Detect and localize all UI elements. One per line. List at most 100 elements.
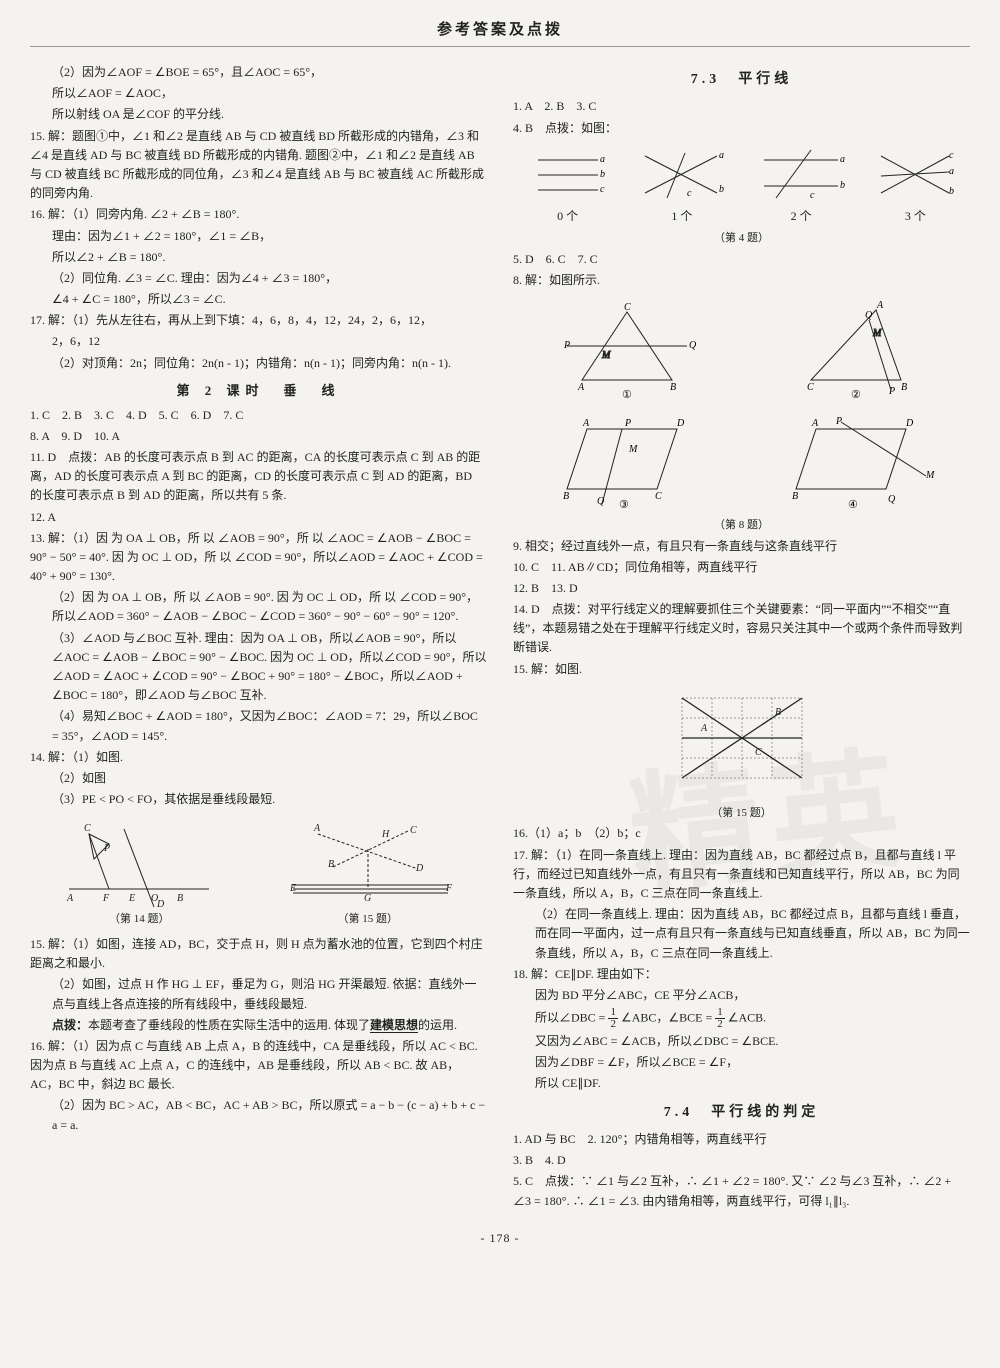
q16b-a: 16. 解：（1）因为点 C 与直线 AB 上点 A，B 的连线中，CA 是垂线… bbox=[30, 1037, 487, 1095]
svg-text:G: G bbox=[364, 893, 371, 904]
svg-text:C: C bbox=[410, 825, 417, 836]
q18b: 因为 BD 平分∠ABC，CE 平分∠ACB， bbox=[513, 986, 970, 1005]
svg-text:P: P bbox=[888, 386, 895, 397]
label: 2 个 bbox=[756, 207, 846, 226]
svg-text:a: a bbox=[949, 166, 954, 177]
q17a: 17. 解：（1）在同一条直线上. 理由：因为直线 AB，BC 都经过点 B，且… bbox=[513, 846, 970, 904]
svg-text:P: P bbox=[563, 340, 570, 351]
figure-caption: （第 8 题） bbox=[513, 517, 970, 535]
triangle-1-icon: M C P Q A B ① bbox=[552, 300, 702, 400]
svg-text:Q: Q bbox=[689, 340, 697, 351]
parallel-lines-1-icon: abc bbox=[637, 148, 727, 203]
q15b-c: 点拨：点拨：本题考查了垂线段的性质在实际生活中的运用. 体现了建模思想的运用.本… bbox=[30, 1016, 487, 1035]
svg-text:Q: Q bbox=[888, 494, 896, 505]
figure-caption: （第 15 题） bbox=[513, 805, 970, 823]
answer-row: 8. A 9. D 10. A bbox=[30, 427, 487, 446]
svg-text:b: b bbox=[949, 186, 954, 197]
svg-text:A: A bbox=[700, 723, 708, 734]
section-title-74: 7.4 平行线的判定 bbox=[513, 1102, 970, 1124]
svg-text:P: P bbox=[835, 416, 842, 427]
svg-text:C: C bbox=[807, 382, 814, 393]
svg-text:A: A bbox=[811, 418, 819, 429]
svg-text:A: A bbox=[313, 823, 321, 834]
grid-figure-q15: A B C bbox=[667, 683, 817, 803]
answer-row: 1. C 2. B 3. C 4. D 5. C 6. D 7. C bbox=[30, 406, 487, 425]
q74-5: 5. C 点拨：∵ ∠1 与∠2 互补，∴ ∠1 + ∠2 = 180°. 又∵… bbox=[513, 1172, 970, 1210]
q14-a: 14. 解：（1）如图. bbox=[30, 748, 487, 767]
q15b-a: 15. 解：（1）如图，连接 AD，BC，交于点 H，则 H 点为蓄水池的位置，… bbox=[30, 935, 487, 973]
parallelogram-3-icon: ADPMBQC ③ bbox=[547, 414, 707, 509]
svg-text:②: ② bbox=[851, 389, 861, 400]
svg-text:H: H bbox=[381, 829, 390, 840]
parallel-lines-2-icon: abc bbox=[756, 148, 846, 203]
section-title-73: 7.3 平行线 bbox=[513, 69, 970, 91]
figure-q14: CP AF EO BD bbox=[59, 819, 219, 909]
svg-text:c: c bbox=[600, 184, 605, 195]
q10-11: 10. C 11. AB∥CD；同位角相等，两直线平行 bbox=[513, 558, 970, 577]
svg-text:①: ① bbox=[622, 389, 632, 400]
subsection-title: 第 2 课时 垂 线 bbox=[30, 381, 487, 402]
svg-text:C: C bbox=[755, 747, 762, 758]
text: 所以∠DBC = bbox=[535, 1010, 608, 1024]
svg-text:a: a bbox=[600, 154, 605, 165]
figure-row-14-15: CP AF EO BD （第 14 题） bbox=[30, 815, 487, 929]
svg-text:M: M bbox=[601, 350, 611, 361]
svg-text:B: B bbox=[670, 382, 676, 393]
svg-text:P: P bbox=[624, 418, 631, 429]
svg-text:D: D bbox=[905, 418, 914, 429]
q18f: 所以 CE∥DF. bbox=[513, 1074, 970, 1093]
svg-text:c: c bbox=[687, 188, 692, 199]
q12-13: 12. B 13. D bbox=[513, 579, 970, 598]
svg-text:C: C bbox=[84, 823, 91, 834]
q12-answer: 12. A bbox=[30, 508, 487, 527]
figure-caption: （第 14 题） bbox=[59, 911, 219, 929]
q14: 14. D 点拨：对平行线定义的理解要抓住三个关键要素：“同一平面内”“不相交”… bbox=[513, 600, 970, 658]
svg-text:D: D bbox=[415, 863, 424, 874]
text: 所以∠2 + ∠B = 180°. bbox=[30, 248, 487, 267]
svg-text:A: A bbox=[582, 418, 590, 429]
q8-head: 8. 解：如图所示. bbox=[513, 271, 970, 290]
parallel-lines-3-icon: cab bbox=[875, 148, 955, 203]
svg-text:P: P bbox=[103, 843, 110, 854]
svg-text:c: c bbox=[810, 190, 815, 201]
text: ∠4 + ∠C = 180°，所以∠3 = ∠C. bbox=[30, 290, 487, 309]
svg-text:B: B bbox=[563, 491, 569, 502]
svg-text:Q: Q bbox=[597, 496, 605, 507]
figure-caption: （第 15 题） bbox=[278, 911, 458, 929]
svg-text:c: c bbox=[949, 150, 954, 161]
svg-text:B: B bbox=[775, 707, 781, 718]
svg-text:C: C bbox=[624, 302, 631, 313]
q13-d: （4）易知∠BOC + ∠AOD = 180°，又因为∠BOC：∠AOD = 7… bbox=[30, 707, 487, 745]
svg-text:a: a bbox=[719, 150, 724, 161]
svg-text:B: B bbox=[177, 893, 183, 904]
q14-b: （2）如图 bbox=[30, 769, 487, 788]
text: 理由：因为∠1 + ∠2 = 180°，∠1 = ∠B， bbox=[30, 227, 487, 246]
q18a: 18. 解：CE∥DF. 理由如下： bbox=[513, 965, 970, 984]
text: ∠ABC，∠BCE = bbox=[618, 1010, 715, 1024]
svg-text:b: b bbox=[600, 169, 605, 180]
q13-b: （2）因 为 OA ⊥ OB，所 以 ∠AOB = 90°. 因 为 OC ⊥ … bbox=[30, 588, 487, 626]
svg-text:E: E bbox=[289, 883, 296, 894]
answer-row: 1. A 2. B 3. C bbox=[513, 97, 970, 116]
svg-text:M: M bbox=[872, 328, 882, 339]
label: 1 个 bbox=[637, 207, 727, 226]
svg-text:A: A bbox=[876, 300, 884, 311]
left-column: （2）因为∠AOF = ∠BOE = 65°，且∠AOC = 65°， 所以∠A… bbox=[30, 61, 487, 1213]
figure-q8-top: M CPQAB ① M ACBPQ ② bbox=[513, 296, 970, 404]
svg-text:D: D bbox=[676, 418, 685, 429]
q9: 9. 相交；经过直线外一点，有且只有一条直线与这条直线平行 bbox=[513, 537, 970, 556]
label: 3 个 bbox=[875, 207, 955, 226]
svg-text:D: D bbox=[156, 899, 165, 909]
svg-text:F: F bbox=[102, 893, 110, 904]
text: （2）因为∠AOF = ∠BOE = 65°，且∠AOC = 65°， bbox=[30, 63, 487, 82]
svg-text:B: B bbox=[901, 382, 907, 393]
q15-head: 15. 解：如图. bbox=[513, 660, 970, 679]
svg-text:A: A bbox=[577, 382, 585, 393]
q17-solution-a: 17. 解：（1）先从左往右，再从上到下填：4，6，8，4，12，24，2，6，… bbox=[30, 311, 487, 330]
svg-text:B: B bbox=[792, 491, 798, 502]
svg-text:Q: Q bbox=[865, 310, 873, 321]
svg-text:M: M bbox=[628, 444, 638, 455]
q18e: 因为∠DBF = ∠F，所以∠BCE = ∠F， bbox=[513, 1053, 970, 1072]
page-header: 参考答案及点拨 bbox=[30, 18, 970, 47]
svg-text:M: M bbox=[925, 470, 935, 481]
